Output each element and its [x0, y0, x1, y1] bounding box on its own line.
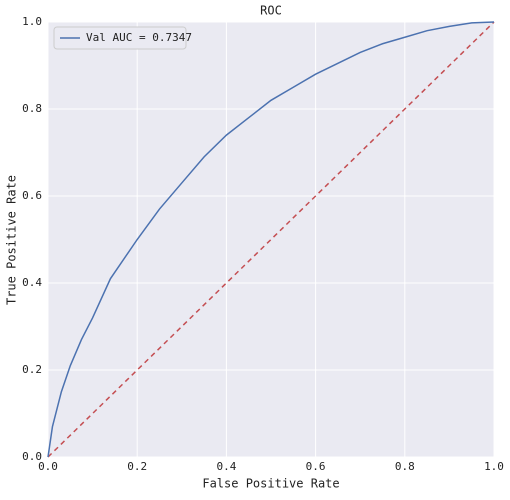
x-tick-label: 0.0	[38, 460, 58, 473]
y-tick-label: 0.2	[22, 363, 42, 376]
x-tick-label: 0.2	[127, 460, 147, 473]
reference-line	[47, 21, 495, 458]
roc-curve	[47, 21, 495, 458]
y-tick-label: 0.0	[22, 450, 42, 463]
y-tick-label: 0.6	[22, 189, 42, 202]
y-tick-label: 1.0	[22, 15, 42, 28]
y-tick-label: 0.4	[22, 276, 42, 289]
x-tick-label: 0.4	[216, 460, 236, 473]
x-tick-label: 1.0	[484, 460, 504, 473]
y-axis-label: True Positive Rate	[5, 175, 19, 305]
x-tick-label: 0.6	[306, 460, 326, 473]
x-tick-label: 0.8	[395, 460, 415, 473]
chart-title: ROC	[260, 4, 282, 18]
x-axis-label: False Positive Rate	[202, 477, 339, 491]
legend-label: Val AUC = 0.7347	[86, 31, 192, 44]
legend-box	[53, 26, 187, 50]
y-tick-label: 0.8	[22, 102, 42, 115]
